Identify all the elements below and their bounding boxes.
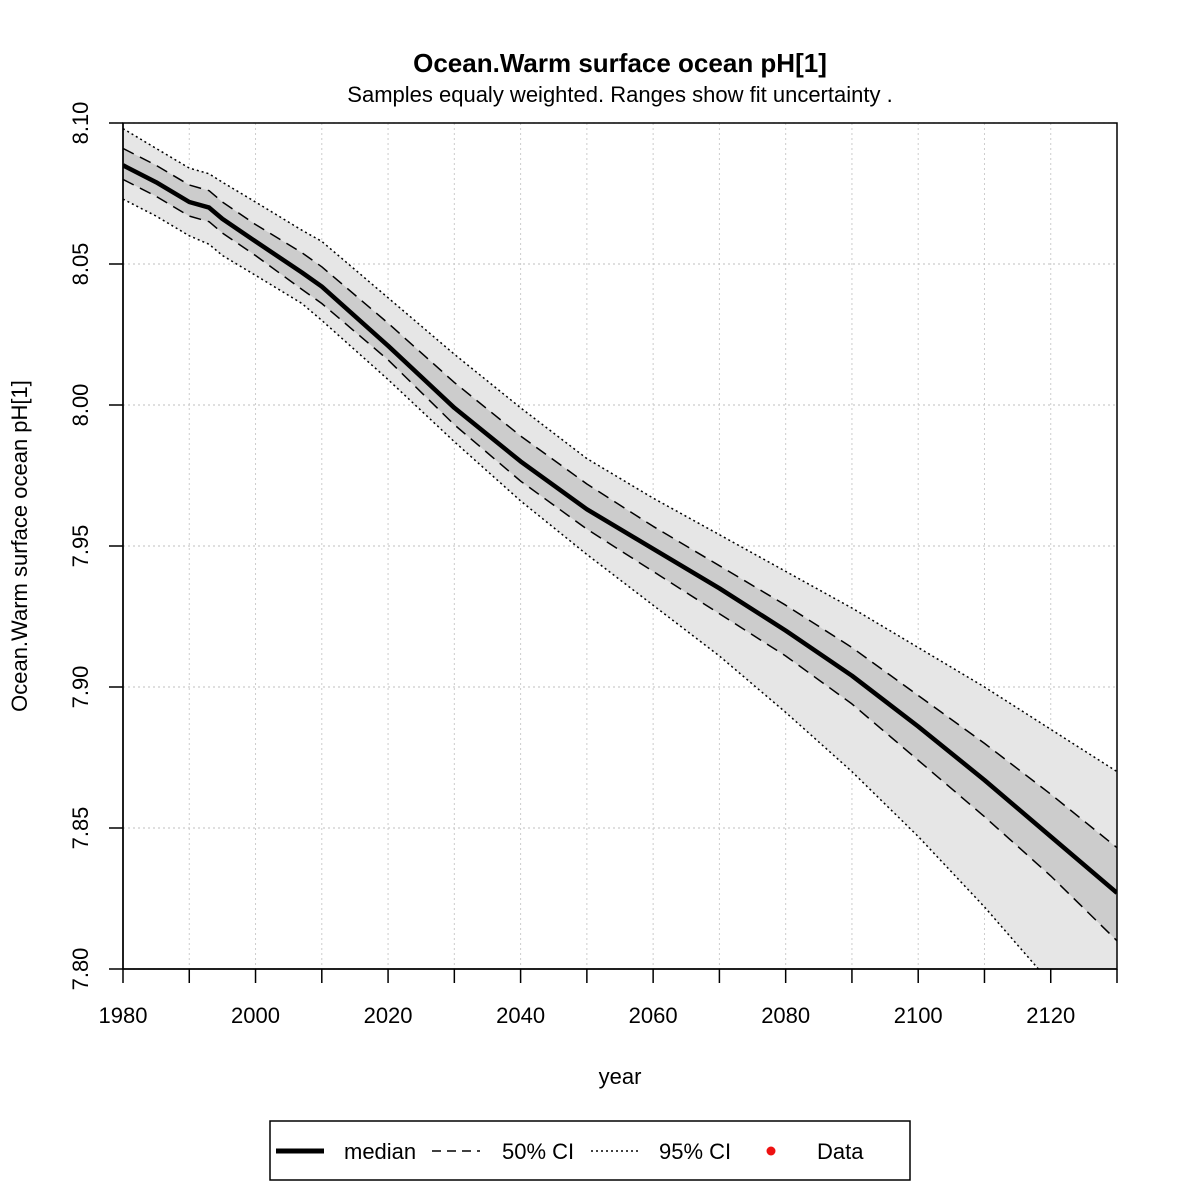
line-median: [123, 163, 1117, 895]
x-tick-label: 2000: [231, 1003, 280, 1028]
y-tick-label: 7.85: [68, 807, 93, 850]
y-axis-label: Ocean.Warm surface ocean pH[1]: [7, 380, 32, 712]
x-tick-label: 2120: [1026, 1003, 1075, 1028]
series-lines: [123, 127, 1117, 969]
y-tick-label: 8.05: [68, 243, 93, 286]
legend: median 50% CI 95% CI Data: [269, 1120, 911, 1181]
x-axis-label: year: [599, 1064, 642, 1089]
x-tick-label: 2080: [761, 1003, 810, 1028]
chart-title: Ocean.Warm surface ocean pH[1]: [413, 48, 827, 78]
x-tick-label: 2060: [629, 1003, 678, 1028]
legend-label-50ci: 50% CI: [502, 1139, 574, 1164]
x-tick-label: 2040: [496, 1003, 545, 1028]
legend-swatch-data: [766, 1146, 776, 1156]
legend-box: [269, 1120, 911, 1181]
ci-bands: [123, 128, 1117, 969]
legend-label-median: median: [344, 1139, 416, 1164]
legend-label-95ci: 95% CI: [659, 1139, 731, 1164]
chart-subtitle: Samples equaly weighted. Ranges show fit…: [347, 82, 892, 107]
line-50ci-upper: [123, 147, 1117, 849]
y-axis: 7.80 7.85 7.90 7.95 8.00 8.05 8.10: [68, 102, 124, 991]
band-95ci: [123, 128, 1117, 969]
legend-label-data: Data: [817, 1139, 864, 1164]
x-tick-label: 2100: [894, 1003, 943, 1028]
x-tick-label: 2020: [364, 1003, 413, 1028]
x-tick-label: 1980: [99, 1003, 148, 1028]
y-tick-label: 8.10: [68, 102, 93, 145]
line-95ci-upper: [123, 127, 1117, 773]
x-axis: 1980 2000 2020 2040 2060 2080 2100 2120: [99, 968, 1118, 1028]
band-50ci: [123, 148, 1117, 941]
y-tick-label: 7.95: [68, 525, 93, 568]
y-tick-label: 7.90: [68, 666, 93, 709]
line-95ci-lower: [123, 198, 1040, 969]
line-50ci-lower: [123, 178, 1117, 942]
y-tick-label: 7.80: [68, 948, 93, 991]
y-tick-label: 8.00: [68, 384, 93, 427]
